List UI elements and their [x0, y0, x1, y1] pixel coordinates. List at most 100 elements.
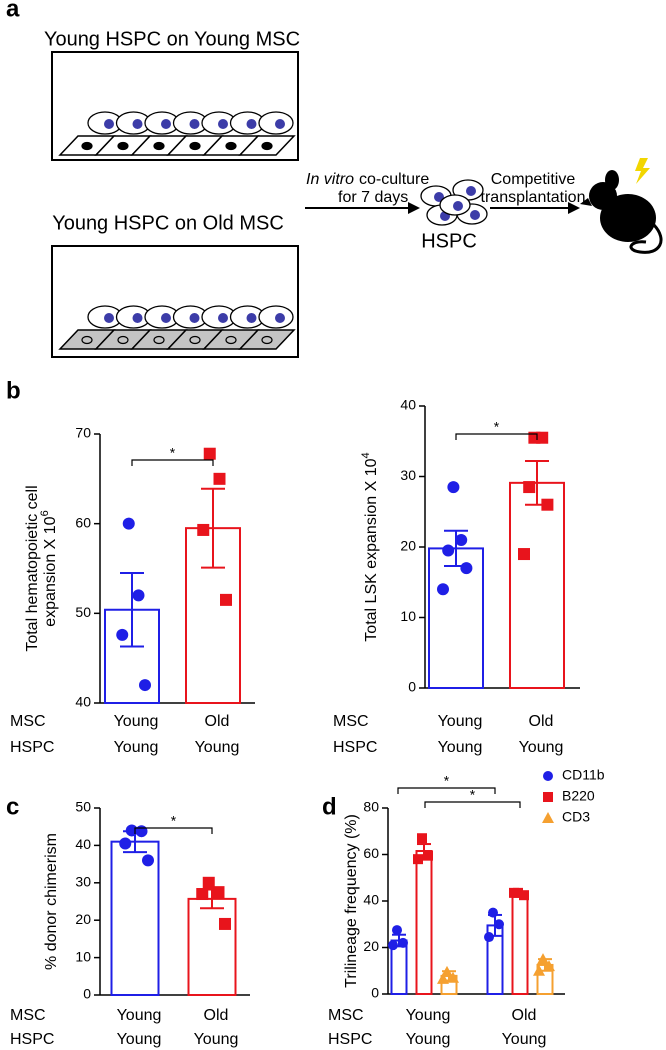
msc-nucleus	[153, 141, 165, 151]
data-point	[543, 960, 555, 972]
y-tick-label: 40	[75, 694, 91, 710]
y-axis-label: Total hematopoietic cell	[24, 485, 41, 651]
mouse-tail	[629, 223, 663, 254]
x-tick-label: Young	[195, 739, 240, 756]
msc-nucleus	[261, 335, 273, 345]
x-tick-label: Young	[194, 1031, 239, 1048]
msc-nucleus	[117, 141, 129, 151]
data-point	[442, 544, 455, 557]
x-tick-label: Young	[117, 1031, 162, 1048]
hspc-label: HSPC	[421, 230, 477, 252]
data-point	[423, 850, 433, 861]
step-label: Competitive	[491, 171, 576, 188]
y-tick-label: 50	[75, 799, 91, 815]
x-tick-label: Old	[204, 1007, 229, 1024]
data-point	[213, 472, 226, 485]
data-point	[203, 447, 216, 460]
row-label: HSPC	[10, 739, 54, 756]
data-point	[542, 812, 554, 823]
x-tick-label: Young	[406, 1031, 451, 1048]
step-text: In vitro	[306, 171, 354, 188]
data-point	[119, 837, 132, 850]
x-tick-label: Young	[438, 739, 483, 756]
x-tick-label: Old	[512, 1007, 537, 1024]
y-tick-label: 40	[363, 892, 379, 908]
data-point	[202, 876, 215, 889]
row-label: MSC	[333, 713, 369, 730]
row-label: MSC	[10, 1007, 46, 1024]
data-point	[488, 907, 498, 918]
y-axis-label-text: expansion X 10	[42, 516, 59, 626]
panel-label: c	[6, 793, 19, 820]
dish	[51, 245, 299, 358]
data-point	[518, 548, 530, 561]
panel-label: d	[322, 793, 337, 820]
data-point	[543, 792, 553, 802]
hspc-nucleus	[189, 119, 200, 129]
data-point	[437, 583, 449, 596]
data-point	[519, 890, 529, 901]
x-tick-label: Young	[114, 713, 159, 730]
data-point	[523, 481, 536, 494]
row-label: MSC	[10, 713, 46, 730]
hspc-nucleus	[246, 119, 257, 129]
x-tick-label: Young	[114, 739, 159, 756]
x-tick-label: Young	[438, 713, 483, 730]
data-point	[392, 925, 402, 936]
hspc-nucleus	[189, 313, 200, 323]
row-label: HSPC	[10, 1031, 54, 1048]
data-point	[460, 562, 473, 575]
data-point	[388, 940, 398, 951]
y-tick-label: 10	[400, 608, 416, 624]
significance-label: *	[171, 813, 177, 829]
dish-title: Young HSPC on Old MSC	[52, 212, 284, 234]
data-point	[417, 833, 427, 844]
data-point	[139, 679, 151, 692]
mouse-body	[600, 194, 656, 242]
data-point	[537, 953, 549, 965]
y-axis-label: Trilineage frequency (%)	[343, 814, 360, 988]
hspc-nucleus	[104, 119, 114, 129]
hspc-nucleus	[453, 201, 463, 211]
y-tick-label: 80	[363, 799, 379, 815]
msc-nucleus	[117, 335, 129, 345]
data-point	[220, 593, 232, 606]
hspc-nucleus	[132, 119, 143, 129]
hspc-nucleus	[246, 313, 257, 323]
msc-nucleus	[225, 335, 237, 345]
data-point	[447, 481, 460, 494]
legend-label: CD11b	[562, 767, 605, 783]
y-axis-label: % donor chimerism	[43, 833, 60, 970]
significance-label: *	[494, 419, 500, 435]
msc-nucleus	[81, 141, 93, 151]
data-point	[437, 972, 449, 984]
mouse-icon	[580, 158, 663, 254]
arrow-head	[408, 202, 420, 214]
hspc-nucleus	[132, 313, 143, 323]
x-tick-label: Young	[406, 1007, 451, 1024]
significance-bracket	[455, 433, 538, 440]
msc-nucleus	[189, 141, 201, 151]
step-label: for 7 days	[338, 189, 408, 206]
msc-nucleus	[189, 335, 201, 345]
y-axis-label-text: Trilineage frequency (%)	[343, 814, 360, 988]
hspc-nucleus	[161, 313, 171, 323]
bar	[428, 547, 484, 689]
x-tick-label: Young	[519, 739, 564, 756]
y-tick-label: 10	[75, 948, 91, 964]
significance-bracket	[131, 459, 214, 466]
data-point	[455, 533, 468, 546]
mouse-nose	[580, 198, 592, 206]
data-point	[484, 932, 494, 943]
hspc-nucleus	[470, 210, 480, 220]
legend-label: B220	[562, 788, 595, 804]
data-point	[116, 628, 129, 641]
significance-bracket	[397, 787, 496, 794]
data-point	[536, 431, 549, 444]
row-label: HSPC	[333, 739, 377, 756]
bar	[187, 897, 237, 997]
y-tick-label: 60	[75, 514, 91, 530]
msc-nucleus	[261, 141, 273, 151]
hspc-nucleus	[218, 313, 228, 323]
data-point	[219, 917, 231, 930]
